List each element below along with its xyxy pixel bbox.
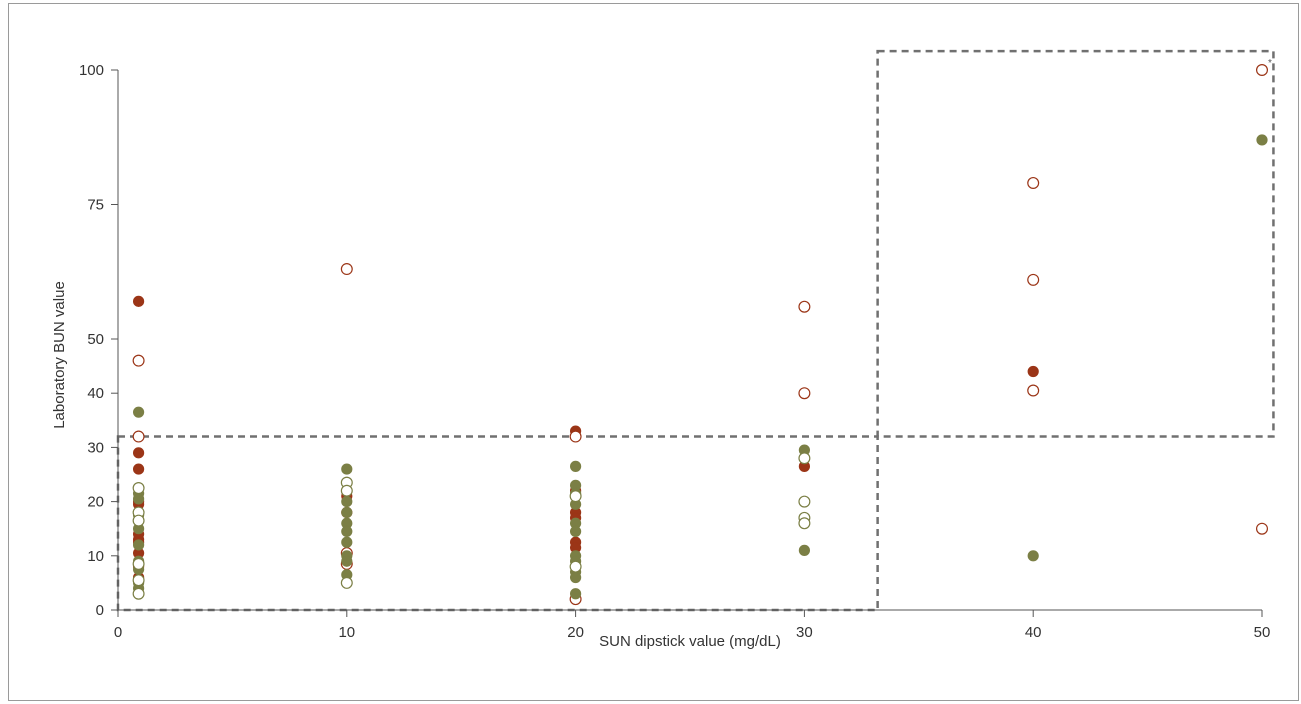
data-point-red-open xyxy=(132,430,145,443)
data-point-olive-filled xyxy=(132,493,145,505)
y-tick-label: 0 xyxy=(96,602,104,619)
x-axis-title: SUN dipstick value (mg/dL) xyxy=(599,633,781,650)
data-point-olive-filled xyxy=(1027,550,1039,562)
data-point-olive-open xyxy=(340,576,353,589)
data-point-olive-open xyxy=(132,557,145,570)
data-point-olive-filled xyxy=(569,588,582,600)
y-tick-label: 40 xyxy=(87,385,104,402)
data-point-red-open xyxy=(1255,63,1268,76)
chart-frame xyxy=(8,3,1299,701)
data-point-olive-open xyxy=(798,452,811,465)
x-tick-label: 20 xyxy=(567,624,584,641)
highlight-regions xyxy=(116,49,1275,612)
data-point-olive-filled xyxy=(341,525,353,538)
data-point-olive-open xyxy=(132,514,145,527)
data-point-olive-filled xyxy=(569,525,582,538)
data-point-red-open xyxy=(132,354,145,367)
data-point-red-open xyxy=(340,263,353,276)
data-point-red-filled xyxy=(132,447,145,459)
x-tick-label: 30 xyxy=(796,624,813,641)
data-point-red-open xyxy=(1255,522,1268,535)
data-point-red-filled xyxy=(132,463,145,475)
data-point-olive-open xyxy=(132,574,145,587)
asterisk-annotation: * xyxy=(1268,58,1272,69)
data-point-red-filled xyxy=(1027,365,1039,378)
data-point-red-open xyxy=(798,387,811,400)
y-tick-label: 50 xyxy=(87,331,104,348)
y-tick-label: 20 xyxy=(87,494,104,511)
data-point-olive-filled xyxy=(341,506,353,519)
y-tick-label: 75 xyxy=(87,197,104,214)
data-point-olive-open xyxy=(132,587,145,600)
data-point-olive-filled xyxy=(132,406,145,418)
x-tick-label: 40 xyxy=(1025,624,1042,641)
data-point-olive-filled xyxy=(341,555,353,567)
x-tick-label: 0 xyxy=(114,624,122,641)
y-tick-label: 10 xyxy=(87,548,104,565)
y-axis-title: Laboratory BUN value xyxy=(51,281,68,429)
data-point-olive-filled xyxy=(569,571,582,584)
x-tick-label: 50 xyxy=(1254,624,1271,641)
data-points xyxy=(132,63,1268,606)
data-point-olive-filled xyxy=(341,495,353,508)
data-point-olive-open xyxy=(569,490,582,503)
region-box-1 xyxy=(116,435,879,612)
ticks: 0 10 20 30 40 50 0 10 20 30 40 50 75 100 xyxy=(79,62,1270,641)
y-tick-label: 100 xyxy=(79,62,104,79)
axes xyxy=(117,70,1262,611)
data-point-olive-open xyxy=(340,484,353,497)
data-point-olive-filled xyxy=(341,536,353,548)
data-point-red-open xyxy=(1027,384,1040,397)
data-point-olive-open xyxy=(132,482,145,495)
data-point-red-open xyxy=(1027,176,1040,189)
y-tick-label: 30 xyxy=(87,439,104,456)
data-point-olive-filled xyxy=(1256,134,1268,146)
x-tick-label: 10 xyxy=(338,624,355,641)
data-point-red-filled xyxy=(132,295,145,307)
data-point-olive-filled xyxy=(569,460,582,472)
data-point-olive-filled xyxy=(132,539,145,551)
data-point-olive-open xyxy=(798,517,811,530)
data-point-red-open xyxy=(569,430,582,443)
region-box-2 xyxy=(876,49,1275,438)
data-point-olive-open xyxy=(569,560,582,573)
data-point-red-open xyxy=(798,300,811,313)
data-point-olive-open xyxy=(798,495,811,508)
data-point-olive-filled xyxy=(341,463,353,475)
data-point-red-open xyxy=(1027,273,1040,286)
data-point-olive-filled xyxy=(798,544,811,556)
